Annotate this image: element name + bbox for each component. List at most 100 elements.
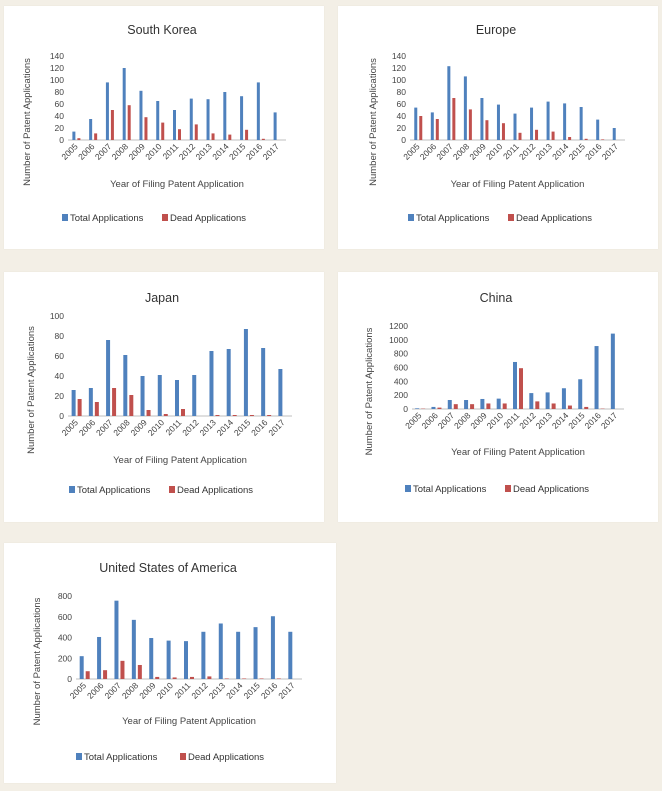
legend-label: Dead Applications	[516, 213, 592, 224]
chart-title: United States of America	[99, 561, 237, 575]
bar-total-2010	[157, 375, 162, 416]
bar-dead-2011	[178, 129, 181, 140]
legend-label: Total Applications	[84, 752, 158, 763]
bar-total-2009	[140, 376, 145, 416]
x-tick-label: 2009	[137, 680, 158, 701]
bar-total-2009	[480, 98, 484, 140]
x-tick-label: 2011	[160, 141, 180, 161]
bar-dead-2006	[435, 119, 439, 140]
y-tick-label: 1000	[389, 335, 408, 345]
chart-title: China	[480, 291, 513, 305]
chart-title: Europe	[476, 23, 516, 37]
bar-total-2014	[236, 631, 241, 679]
x-tick-label: 2014	[215, 417, 236, 438]
x-tick-label: 2014	[210, 141, 231, 162]
y-tick-label: 80	[55, 87, 65, 97]
bar-dead-2007	[453, 404, 458, 409]
x-tick-label: 2011	[501, 141, 521, 161]
x-tick-label: 2011	[501, 410, 521, 430]
bar-total-2010	[496, 398, 501, 410]
bar-dead-2005	[419, 116, 423, 140]
legend-label: Total Applications	[416, 213, 490, 224]
bar-dead-2013	[211, 133, 215, 140]
bar-dead-2015	[584, 138, 588, 140]
bar-dead-2011	[190, 676, 194, 679]
legend-swatch	[169, 486, 175, 493]
bar-dead-2007	[112, 388, 117, 416]
bar-dead-2011	[519, 368, 523, 409]
y-tick-label: 120	[50, 63, 64, 73]
bar-total-2008	[463, 76, 467, 140]
bar-total-2007	[447, 66, 451, 140]
bar-total-2008	[464, 400, 469, 409]
x-tick-label: 2016	[259, 680, 280, 701]
y-tick-label: 140	[50, 51, 64, 61]
bar-total-2011	[173, 110, 176, 140]
bar-dead-2013	[551, 403, 556, 409]
y-tick-label: 400	[58, 633, 72, 643]
bar-total-2016	[270, 616, 275, 679]
bar-total-2011	[513, 113, 517, 140]
x-tick-label: 2016	[244, 141, 265, 162]
bar-dead-2015	[259, 678, 264, 679]
x-tick-label: 2012	[517, 141, 538, 162]
x-tick-label: 2013	[197, 417, 218, 438]
x-tick-label: 2014	[224, 680, 245, 701]
bar-dead-2014	[242, 678, 247, 679]
x-tick-label: 2008	[120, 680, 141, 701]
y-tick-label: 40	[55, 111, 65, 121]
x-tick-label: 2017	[276, 680, 297, 701]
bar-total-2016	[256, 82, 260, 140]
bar-total-2007	[114, 600, 119, 679]
bar-total-2005	[414, 107, 418, 140]
y-tick-label: 100	[392, 75, 406, 85]
bar-dead-2007	[110, 110, 114, 140]
x-tick-label: 2017	[599, 410, 620, 431]
x-axis-label: Year of Filing Patent Application	[122, 716, 256, 727]
x-tick-label: 2007	[434, 141, 455, 162]
legend-swatch	[408, 214, 414, 221]
bar-dead-2015	[249, 415, 254, 416]
x-tick-label: 2010	[155, 680, 176, 701]
legend-label: Total Applications	[413, 484, 487, 495]
bar-total-2015	[579, 107, 583, 140]
y-tick-label: 800	[394, 349, 408, 359]
y-tick-label: 120	[392, 63, 406, 73]
x-tick-label: 2007	[436, 410, 457, 431]
bar-total-2009	[149, 638, 154, 679]
y-tick-label: 60	[55, 99, 65, 109]
bar-dead-2013	[551, 131, 555, 140]
y-tick-label: 80	[397, 87, 407, 97]
x-axis-label: Year of Filing Patent Application	[110, 179, 244, 190]
x-tick-label: 2017	[600, 141, 621, 162]
bar-total-2017	[612, 128, 616, 140]
bar-total-2008	[122, 68, 126, 140]
bar-total-2010	[156, 101, 160, 140]
bar-dead-2008	[470, 404, 475, 409]
x-tick-label: 2009	[468, 410, 489, 431]
bar-dead-2012	[194, 124, 198, 140]
bar-total-2013	[546, 101, 550, 140]
bar-dead-2008	[127, 105, 131, 140]
y-tick-label: 0	[59, 411, 64, 421]
y-tick-label: 60	[397, 99, 407, 109]
x-tick-label: 2006	[77, 417, 98, 438]
bar-dead-2008	[129, 395, 134, 416]
x-tick-label: 2015	[227, 141, 248, 162]
y-axis-label: Number of Patent Applications	[32, 597, 43, 725]
bar-total-2005	[72, 131, 76, 140]
y-tick-label: 100	[50, 311, 64, 321]
bar-total-2005	[415, 408, 420, 409]
bar-total-2008	[123, 355, 128, 416]
chart-panel-usa: United States of America 0 200 400 600 800 200…	[4, 543, 336, 783]
x-tick-label: 2010	[485, 410, 506, 431]
legend-swatch	[508, 214, 514, 221]
chart-europe: Europe0204060801001201402005200620072008…	[368, 23, 625, 224]
legend-swatch	[180, 753, 186, 760]
x-tick-label: 2013	[534, 141, 555, 162]
bar-dead-2012	[207, 676, 212, 679]
x-tick-label: 2010	[143, 141, 164, 162]
y-axis-label: Number of Patent Applications	[364, 327, 375, 455]
legend-swatch	[505, 485, 511, 492]
x-tick-label: 2006	[76, 141, 97, 162]
